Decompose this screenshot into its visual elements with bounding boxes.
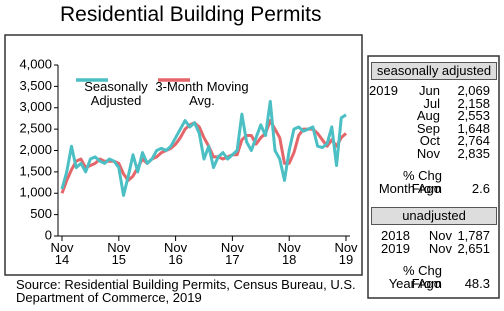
- series-line: [60, 119, 348, 194]
- x-tick-label: Nov 18: [277, 240, 301, 267]
- row-month: Oct: [419, 133, 440, 148]
- row-month: Jul: [423, 95, 440, 111]
- panel-header: seasonally adjusted: [371, 62, 497, 80]
- y-tick-label: 500: [30, 206, 52, 221]
- row-value: 2,553: [457, 108, 490, 123]
- row-value: 1,787: [457, 228, 490, 243]
- change-value: 2.6: [471, 180, 490, 196]
- chart-title: Residential Building Permits: [60, 3, 322, 26]
- row-month: Sep: [416, 120, 440, 136]
- row-value: 2,158: [457, 95, 490, 111]
- y-tick-label: 2,000: [19, 142, 52, 157]
- row-month: Nov: [428, 240, 452, 256]
- legend-label: 3-Month Moving Avg.: [155, 79, 249, 108]
- x-tick-label: Nov 14: [50, 240, 74, 267]
- row-value: 2,069: [457, 83, 490, 98]
- row-month: Nov: [428, 228, 452, 243]
- y-tick-label: 1,500: [19, 163, 52, 178]
- y-tick-label: 4,000: [19, 56, 52, 71]
- change-value: 48.3: [464, 275, 490, 291]
- row-month: Aug: [416, 108, 440, 123]
- x-tick-label: Nov 16: [164, 240, 188, 267]
- x-tick-label: Nov 15: [107, 240, 131, 267]
- row-value: 1,648: [457, 120, 490, 136]
- change-label: % Chg From: [402, 168, 442, 196]
- row-value: 2,835: [457, 145, 490, 161]
- x-tick-label: Nov 17: [220, 240, 244, 267]
- row-year: 2019: [369, 83, 398, 98]
- change-label: Month Ago: [378, 180, 441, 196]
- row-year: 2019: [381, 240, 410, 256]
- row-month: Jun: [419, 83, 440, 98]
- legend-label: Seasonally Adjusted: [84, 79, 148, 108]
- y-tick-label: 3,000: [19, 99, 52, 114]
- y-tick-label: 3,500: [19, 78, 52, 93]
- y-tick-label: 0: [45, 227, 52, 242]
- y-tick-label: 1,000: [19, 185, 52, 200]
- change-label: % Chg From: [402, 263, 442, 291]
- source: Source: Residential Building Permits, Ce…: [16, 277, 356, 305]
- y-tick-label: 2,500: [19, 121, 52, 136]
- row-value: 2,764: [457, 133, 490, 148]
- panel-header: unadjusted: [371, 207, 497, 225]
- row-value: 2,651: [457, 240, 490, 256]
- row-month: Nov: [416, 145, 440, 161]
- row-year: 2018: [381, 228, 410, 243]
- chart-frame: [4, 34, 363, 276]
- change-label: Year Ago: [388, 275, 441, 291]
- series-line: [60, 99, 347, 197]
- panel-frame: [367, 55, 500, 299]
- x-tick-label: Nov 19: [334, 240, 358, 267]
